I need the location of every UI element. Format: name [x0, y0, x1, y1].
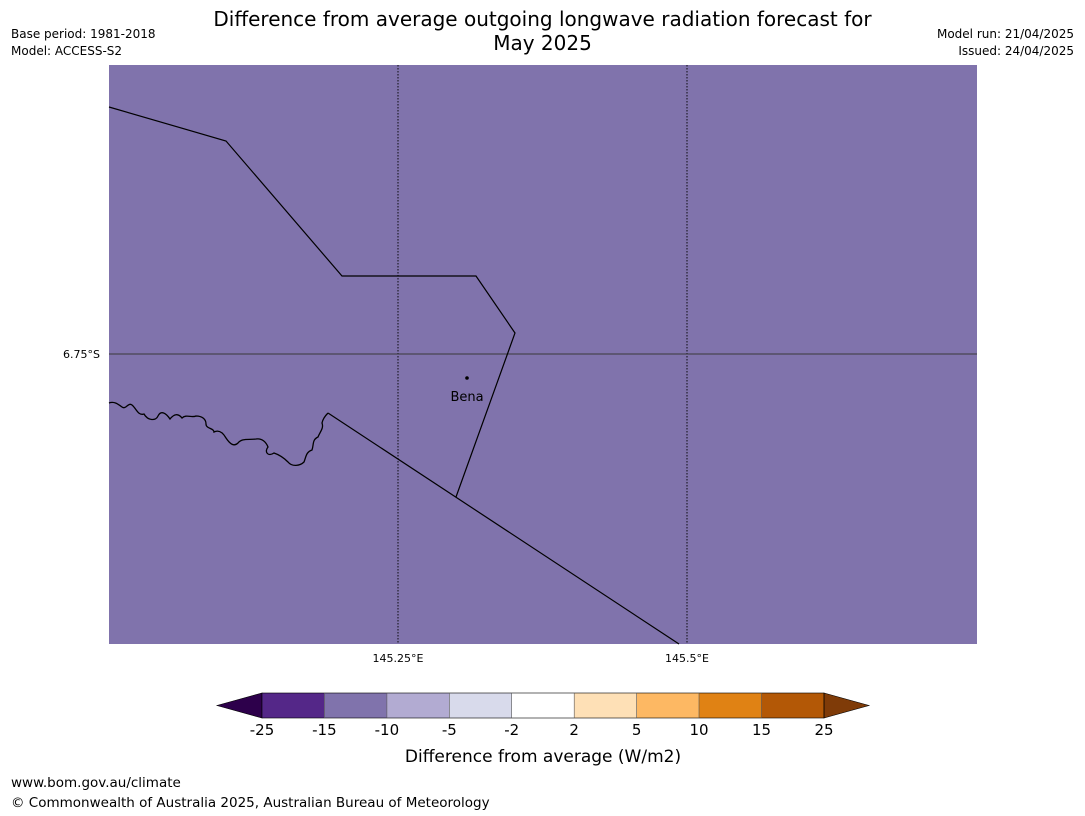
colorbar-outline — [261, 692, 825, 719]
lat-label: 6.75°S — [63, 348, 100, 361]
lon-label-2: 145.5°E — [665, 652, 709, 665]
colorbar-tick: -25 — [250, 721, 275, 739]
colorbar-label: Difference from average (W/m2) — [405, 747, 681, 767]
colorbar-bin-4 — [449, 693, 512, 718]
base-period: Base period: 1981-2018 — [11, 27, 156, 41]
colorbar-tick: -15 — [312, 721, 337, 739]
colorbar-extend-high — [823, 692, 871, 719]
colorbar-bin-3 — [386, 693, 450, 718]
colorbar-bin-2 — [324, 693, 387, 718]
model-run: Model run: 21/04/2025 — [936, 27, 1074, 41]
colorbar-dividers — [324, 693, 762, 718]
model-name: Model: ACCESS-S2 — [11, 44, 123, 58]
colorbar-tick: 5 — [632, 721, 642, 739]
colorbar-bin-9 — [761, 693, 824, 718]
river-line — [108, 401, 329, 467]
colorbar-tick: 2 — [569, 721, 579, 739]
footer-copyright: © Commonwealth of Australia 2025, Austra… — [11, 795, 490, 811]
colorbar-tick: -10 — [375, 721, 400, 739]
lon-label-1: 145.25°E — [373, 652, 424, 665]
title-line-2: May 2025 — [493, 31, 592, 55]
place-marker — [465, 376, 469, 380]
province-boundary-north — [108, 106, 516, 498]
colorbar: -25 -15 -10 -5 -2 2 5 10 15 25 Differenc… — [215, 692, 871, 767]
map-area — [109, 65, 977, 644]
map-title: Difference from average outgoing longwav… — [0, 7, 1085, 55]
place-label: Bena — [450, 390, 483, 405]
colorbar-tick: -5 — [442, 721, 457, 739]
colorbar-bin-1 — [262, 693, 325, 718]
colorbar-tick: 10 — [689, 721, 708, 739]
colorbar-tick: 15 — [752, 721, 771, 739]
colorbar-bin-6 — [574, 693, 637, 718]
meta-left: Base period: 1981-2018 Model: ACCESS-S2 — [11, 26, 156, 60]
title-line-1: Difference from average outgoing longwav… — [213, 7, 872, 31]
province-boundary-south — [327, 412, 680, 645]
colorbar-tick: -2 — [504, 721, 519, 739]
footer-url[interactable]: www.bom.gov.au/climate — [11, 775, 181, 791]
colorbar-bin-5 — [511, 693, 575, 718]
meta-right: Model run: 21/04/2025 Issued: 24/04/2025 — [937, 26, 1074, 60]
colorbar-tick: 25 — [814, 721, 833, 739]
colorbar-bin-7 — [636, 693, 699, 718]
colorbar-bin-8 — [699, 693, 762, 718]
colorbar-extend-low — [215, 692, 263, 719]
issued-date: Issued: 24/04/2025 — [958, 44, 1074, 58]
